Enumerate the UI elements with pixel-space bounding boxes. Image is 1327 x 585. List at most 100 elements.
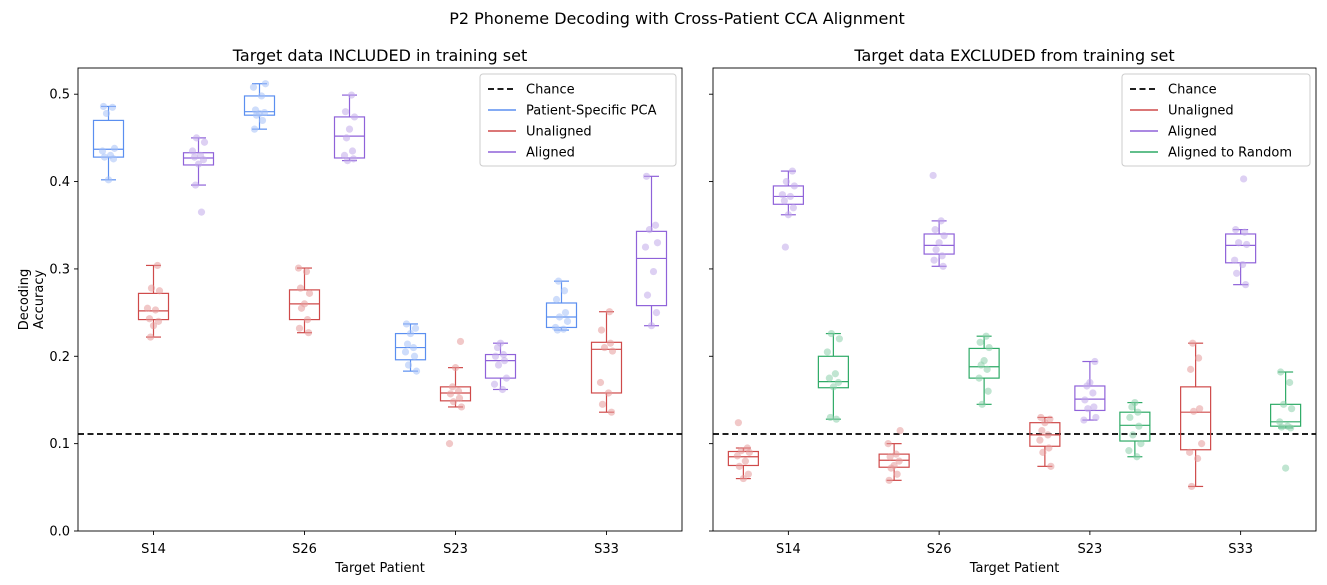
data-point — [1046, 415, 1054, 423]
data-point — [449, 398, 458, 406]
box-iqr — [137, 292, 170, 321]
data-point — [1278, 423, 1286, 431]
data-point — [1280, 400, 1288, 408]
data-point — [1240, 175, 1248, 183]
data-point — [784, 211, 792, 219]
data-point — [559, 325, 568, 333]
data-point — [197, 208, 206, 216]
data-point — [147, 284, 156, 292]
data-point — [596, 378, 605, 387]
data-point — [1188, 482, 1196, 491]
x-axis-label: Target Patient — [334, 561, 425, 576]
y-tick-label: 0.4 — [49, 175, 70, 190]
data-point — [983, 365, 991, 373]
data-point — [1231, 256, 1239, 264]
data-point — [560, 287, 569, 295]
data-point — [1190, 407, 1198, 415]
data-point — [1287, 424, 1295, 432]
data-point — [500, 357, 509, 365]
box-unaligned-s14 — [137, 261, 170, 341]
data-point — [151, 306, 160, 314]
data-point — [410, 352, 419, 360]
data-point — [1037, 413, 1045, 422]
box-aligned-s26 — [333, 91, 366, 165]
data-point — [606, 339, 615, 347]
data-point — [258, 116, 267, 125]
data-point — [1080, 416, 1088, 424]
data-point — [348, 147, 357, 155]
data-point — [154, 317, 163, 325]
data-point — [985, 343, 993, 352]
legend-label-aligned-to-random: Aligned to Random — [1168, 146, 1292, 161]
box-iqr — [92, 119, 125, 158]
data-point — [831, 370, 839, 378]
data-point — [191, 181, 200, 189]
data-point — [146, 333, 155, 341]
series-aligned — [772, 167, 1257, 424]
box-aligned-to-random-s26 — [968, 332, 1000, 408]
data-point — [1039, 448, 1047, 456]
data-point — [789, 204, 797, 212]
data-point — [884, 440, 892, 448]
data-point — [1233, 269, 1241, 277]
data-point — [1282, 464, 1290, 472]
data-point — [1091, 357, 1099, 366]
data-point — [823, 348, 831, 356]
box-iqr — [968, 347, 1000, 379]
data-point — [104, 176, 113, 184]
legend-label-chance: Chance — [1168, 83, 1217, 98]
box-aligned-s23 — [484, 339, 517, 394]
data-point — [409, 343, 418, 352]
data-point — [641, 243, 650, 251]
data-point — [1288, 405, 1296, 413]
data-point — [929, 171, 937, 180]
data-point — [491, 352, 500, 360]
data-point — [977, 361, 985, 369]
data-point — [1241, 228, 1249, 236]
legend-label-unaligned: Unaligned — [526, 125, 592, 140]
data-point — [735, 462, 743, 470]
data-point — [939, 262, 947, 270]
data-point — [1198, 440, 1206, 448]
data-point — [647, 322, 656, 330]
data-point — [834, 378, 842, 387]
data-point — [1045, 444, 1053, 452]
data-point — [982, 332, 990, 340]
data-point — [455, 394, 464, 402]
legend-label-aligned: Aligned — [1168, 125, 1217, 140]
data-point — [343, 157, 352, 165]
data-point — [406, 329, 415, 338]
data-point — [99, 102, 108, 111]
data-point — [886, 453, 894, 461]
data-point — [739, 474, 747, 483]
data-point — [893, 470, 901, 478]
data-point — [340, 151, 349, 159]
data-point — [827, 329, 835, 338]
axes-frame — [712, 67, 1317, 532]
data-point — [975, 374, 983, 382]
data-point — [930, 256, 938, 264]
data-point — [143, 304, 152, 312]
data-point — [645, 226, 654, 234]
box-aligned-s14 — [182, 134, 215, 216]
data-point — [403, 340, 412, 348]
data-point — [456, 337, 465, 346]
box-unaligned-s23 — [1029, 413, 1061, 470]
legend-label-patient-specific-pca: Patient-Specific PCA — [526, 104, 657, 119]
data-point — [895, 457, 903, 465]
data-point — [190, 153, 199, 161]
data-point — [734, 419, 742, 427]
data-point — [835, 335, 843, 343]
legend-label-chance: Chance — [526, 83, 575, 98]
data-point — [741, 457, 749, 465]
data-point — [402, 320, 411, 328]
data-point — [295, 324, 304, 332]
data-point — [778, 191, 786, 199]
data-point — [745, 448, 753, 456]
data-point — [1235, 239, 1243, 247]
data-point — [145, 315, 154, 323]
x-tick-label-s14: S14 — [141, 542, 166, 557]
data-point — [349, 155, 358, 163]
data-point — [347, 91, 356, 99]
data-point — [1232, 226, 1240, 234]
